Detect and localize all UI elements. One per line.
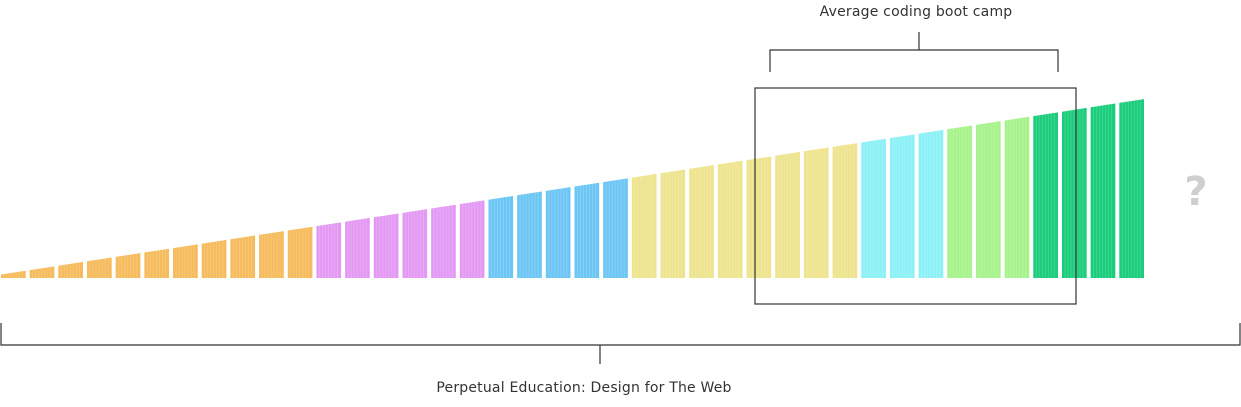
progress-bar-dark_green bbox=[1033, 112, 1058, 278]
progress-bar-blue bbox=[603, 178, 628, 278]
progress-bar-yellow bbox=[832, 143, 858, 278]
progress-bar-dark_green bbox=[1090, 103, 1116, 278]
progress-bar-yellow bbox=[746, 156, 772, 278]
bar-group bbox=[1, 99, 1144, 279]
progress-bar-dark_green bbox=[1119, 99, 1144, 279]
progress-bar-orange bbox=[1, 270, 26, 278]
bootcamp-label: Average coding boot camp bbox=[820, 4, 1013, 20]
progress-bar-orange bbox=[230, 235, 256, 278]
progress-bar-purple bbox=[345, 217, 370, 278]
bootcamp-highlight-box bbox=[754, 87, 1077, 305]
progress-bar-orange bbox=[173, 244, 198, 278]
progress-bar-orange bbox=[58, 261, 84, 278]
progress-bar-orange bbox=[259, 231, 284, 278]
progress-bar-orange bbox=[87, 257, 112, 278]
progress-bar-green bbox=[947, 125, 972, 278]
progress-bar-blue bbox=[517, 191, 542, 278]
progress-bar-orange bbox=[144, 248, 170, 278]
progress-bar-yellow bbox=[803, 147, 829, 278]
progress-bar-blue bbox=[574, 182, 600, 278]
progress-bar-orange bbox=[29, 266, 55, 278]
bottom-bracket bbox=[0, 323, 1241, 364]
progress-bar-cyan bbox=[889, 134, 915, 278]
progress-bar-blue bbox=[545, 187, 571, 278]
program-label: Perpetual Education: Design for The Web bbox=[436, 380, 731, 396]
progress-bar-purple bbox=[402, 209, 428, 278]
progress-bar-purple bbox=[373, 213, 399, 278]
progress-bar-yellow bbox=[775, 151, 800, 278]
progress-bar-orange bbox=[201, 239, 227, 278]
progress-bar-green bbox=[1004, 116, 1030, 278]
progress-bar-orange bbox=[115, 253, 141, 278]
progress-bar-purple bbox=[316, 222, 342, 278]
question-mark-icon: ? bbox=[1184, 169, 1207, 215]
progress-bar-yellow bbox=[660, 169, 686, 278]
top-bracket bbox=[769, 32, 1059, 72]
progress-bar-yellow bbox=[689, 165, 714, 278]
progress-bar-orange bbox=[287, 226, 313, 278]
progress-bar-purple bbox=[431, 204, 456, 278]
progress-bar-purple bbox=[459, 200, 485, 278]
progress-bar-blue bbox=[488, 195, 514, 278]
progress-bar-yellow bbox=[631, 173, 657, 278]
progress-bar-yellow bbox=[717, 160, 743, 278]
progress-bar-green bbox=[975, 121, 1001, 279]
progress-bar-dark_green bbox=[1061, 107, 1087, 278]
progress-bar-cyan bbox=[861, 138, 886, 278]
progress-bar-cyan bbox=[918, 129, 944, 278]
